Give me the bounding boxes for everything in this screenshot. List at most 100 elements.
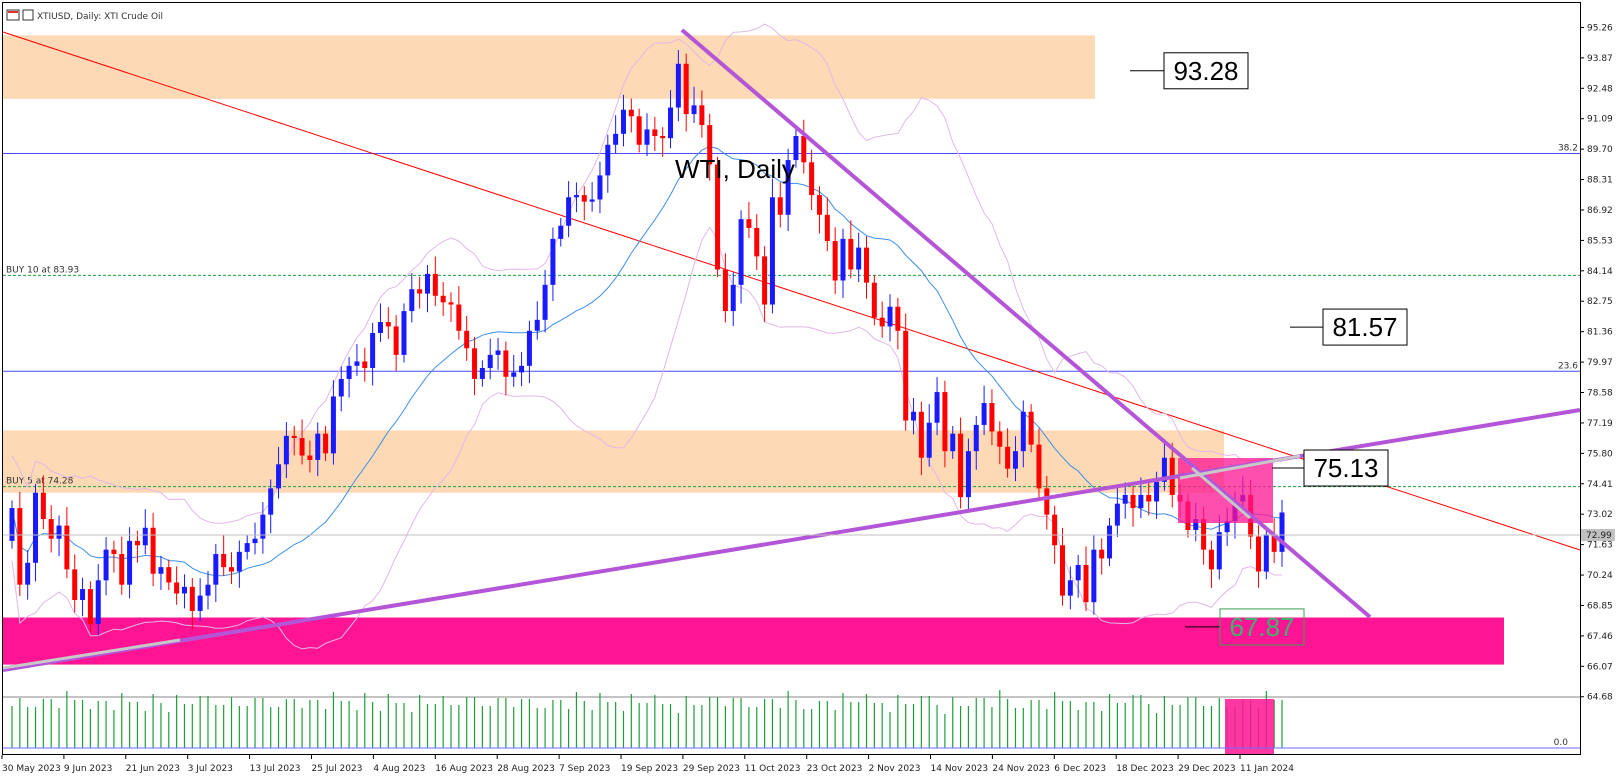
candle-body bbox=[1216, 532, 1222, 570]
candle-body bbox=[1028, 411, 1034, 445]
candle-body bbox=[1020, 411, 1026, 452]
candle-body bbox=[785, 160, 791, 215]
candle-body bbox=[809, 162, 815, 196]
y-tick-label: 88.31 bbox=[1587, 176, 1613, 186]
candle-body bbox=[166, 567, 172, 583]
y-tick-label: 92.48 bbox=[1587, 84, 1613, 94]
candle-body bbox=[276, 464, 282, 489]
y-tick-label: 64.68 bbox=[1587, 693, 1613, 703]
candle-body bbox=[236, 551, 242, 572]
candle-body bbox=[330, 396, 336, 454]
candle-body bbox=[777, 197, 783, 215]
y-tick-label: 68.85 bbox=[1587, 601, 1613, 611]
y-tick-label: 73.02 bbox=[1587, 510, 1613, 520]
candle-body bbox=[965, 451, 971, 498]
candle-body bbox=[1201, 519, 1207, 550]
candle-body bbox=[229, 567, 235, 572]
candle-body bbox=[487, 354, 493, 368]
volume-bars bbox=[11, 690, 1283, 748]
candle-body bbox=[746, 219, 752, 228]
y-tick-label: 85.53 bbox=[1587, 236, 1613, 246]
order-label-0: BUY 10 at 83.93 bbox=[6, 265, 79, 275]
candle-body bbox=[291, 435, 297, 439]
candle-body bbox=[1130, 494, 1136, 509]
time-axis: 30 May 2023 9 Jun 2023 21 Jun 2023 3 Jul 20… bbox=[1, 755, 1294, 774]
x-tick-label: 2 Nov 2023 bbox=[869, 764, 921, 774]
candle-body bbox=[1005, 446, 1011, 469]
candle-body bbox=[142, 527, 148, 546]
candle-body bbox=[793, 136, 799, 161]
candle-body bbox=[80, 589, 86, 600]
candle-body bbox=[377, 322, 383, 333]
y-tick-label: 70.24 bbox=[1587, 571, 1613, 581]
candle-body bbox=[464, 330, 470, 349]
order-lines: BUY 10 at 83.93 BUY 5 at 74.28 bbox=[3, 265, 1580, 488]
candle-body bbox=[856, 247, 862, 270]
chart-watermark: WTI, Daily bbox=[675, 154, 795, 184]
x-tick-label: 7 Sep 2023 bbox=[559, 764, 610, 774]
level-box-3 bbox=[1219, 608, 1305, 646]
chart-header: XTIUSD, Daily: XTI Crude Oil bbox=[6, 9, 163, 22]
grey-trendline-top bbox=[1179, 454, 1301, 480]
bollinger-upper bbox=[11, 23, 1283, 524]
candle-body bbox=[613, 133, 619, 145]
grey-trendline-left bbox=[2, 638, 181, 670]
candle-body bbox=[150, 527, 156, 574]
candle-body bbox=[911, 411, 917, 421]
candle-body bbox=[323, 433, 329, 454]
candle-body bbox=[1193, 519, 1199, 530]
level-box-2 bbox=[1303, 449, 1389, 487]
candle-body bbox=[472, 348, 478, 379]
candle-body bbox=[158, 567, 164, 574]
candle-body bbox=[72, 569, 78, 600]
x-tick-label: 25 Jul 2023 bbox=[312, 764, 363, 774]
candle-body bbox=[1091, 549, 1097, 603]
candle-body bbox=[519, 365, 525, 373]
candle-body bbox=[1271, 534, 1277, 552]
candle-body bbox=[769, 197, 775, 305]
candle-body bbox=[816, 195, 822, 215]
candle-body bbox=[526, 330, 532, 366]
level-value-2: 75.13 bbox=[1313, 453, 1378, 483]
candle-body bbox=[887, 306, 893, 327]
fib-label-1: 23.6 bbox=[1558, 361, 1578, 371]
candle-body bbox=[346, 365, 352, 379]
level-value-3: 67.87 bbox=[1229, 612, 1294, 642]
candle-body bbox=[871, 282, 877, 318]
candle-body bbox=[1114, 503, 1120, 526]
candle-body bbox=[479, 368, 485, 379]
price-level-labels: 93.28 81.57 75.13 67.87 bbox=[1130, 52, 1408, 646]
candle-body bbox=[605, 144, 611, 176]
candle-body bbox=[401, 311, 407, 355]
candle-body bbox=[87, 589, 93, 625]
candle-body bbox=[111, 549, 117, 555]
price-axis: 95.26 93.87 92.48 91.09 89.70 88.31 86.92 85.53… bbox=[1580, 23, 1613, 703]
x-tick-label: 13 Jul 2023 bbox=[250, 764, 301, 774]
candle-body bbox=[840, 238, 846, 281]
zone-1 bbox=[3, 430, 1224, 493]
candle-body bbox=[895, 306, 901, 331]
candle-body bbox=[409, 289, 415, 312]
candle-body bbox=[511, 372, 517, 377]
candle-body bbox=[33, 492, 39, 563]
candle-body bbox=[1224, 521, 1230, 533]
chart-mode-icon bbox=[22, 9, 34, 21]
candle-body bbox=[934, 392, 940, 423]
candle-body bbox=[48, 519, 54, 539]
candle-body bbox=[9, 508, 15, 541]
x-tick-label: 9 Jun 2023 bbox=[64, 764, 112, 774]
candle-body bbox=[918, 411, 924, 458]
candle-body bbox=[864, 247, 870, 283]
candle-body bbox=[879, 317, 885, 327]
candle-body bbox=[691, 105, 697, 115]
x-tick-label: 24 Nov 2023 bbox=[992, 764, 1050, 774]
candle-body bbox=[1044, 488, 1050, 515]
chart-window-icon bbox=[6, 9, 20, 21]
candle-body bbox=[722, 269, 728, 312]
candle-body bbox=[558, 225, 564, 239]
y-tick-label: 78.58 bbox=[1587, 389, 1613, 399]
volume-highlight-box bbox=[1225, 699, 1274, 754]
y-tick-label: 91.09 bbox=[1587, 115, 1613, 125]
x-tick-label: 11 Jan 2024 bbox=[1240, 764, 1294, 774]
